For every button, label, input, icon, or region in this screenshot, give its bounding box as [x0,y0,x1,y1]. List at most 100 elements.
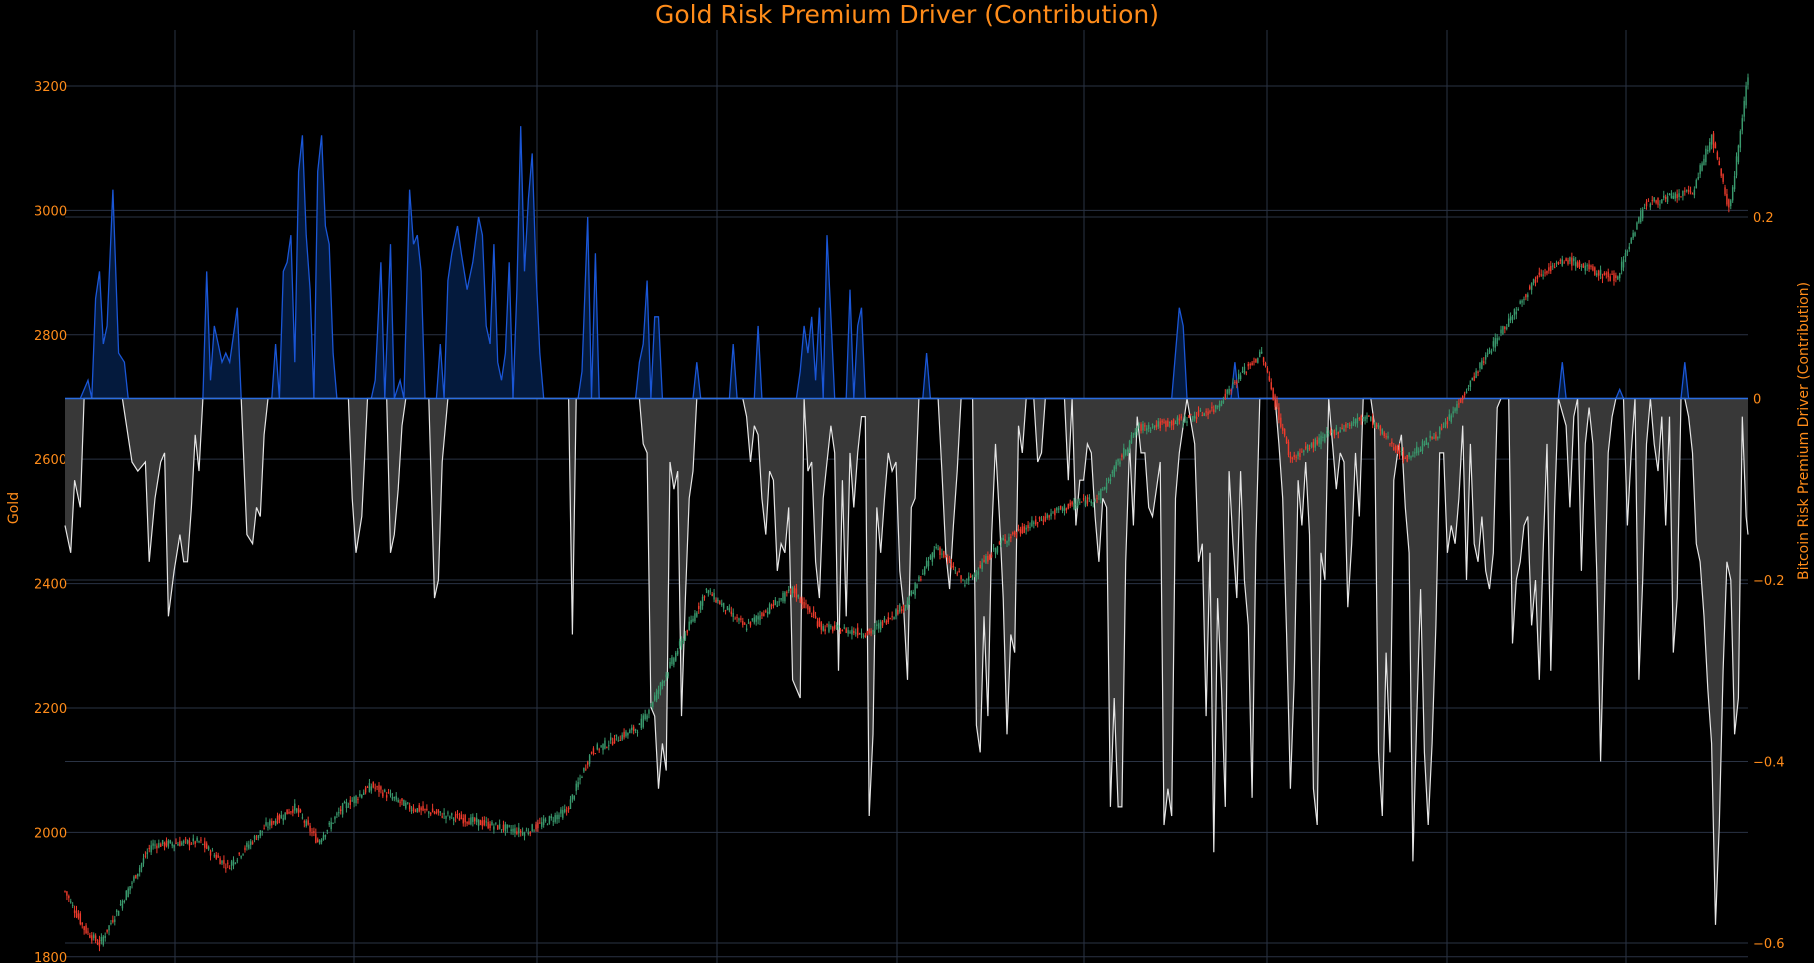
candle-body [91,935,93,941]
candle-body [1743,100,1745,117]
candle-body [1255,358,1257,363]
candle-body [839,632,842,634]
candle-body [797,594,800,597]
candle-body [479,820,482,826]
negative-area-fill [65,398,1748,925]
candle-body [1400,450,1403,452]
candle-body [1446,420,1449,425]
candle-body [1180,416,1182,419]
candle-body [70,901,72,903]
candle-body [906,600,909,608]
candle-body [1121,455,1123,457]
candle-body [1144,425,1146,427]
candle-body [184,838,187,840]
candle-body [791,586,794,594]
candle-body [1506,327,1508,329]
candle-body [1015,534,1018,536]
candle-body [1230,389,1232,392]
candle-body [1588,264,1590,270]
candle-body [1220,401,1223,407]
candle-body [640,718,643,729]
candle-body [916,584,918,589]
candle-body [1615,275,1617,279]
candle-body [858,633,861,635]
candle-body [814,616,817,619]
candle-body [362,792,365,795]
candle-body [615,734,618,737]
candle-body [186,839,189,844]
candle-body [878,623,880,629]
candle-body [418,805,420,812]
candle-body [1324,434,1326,442]
candle-body [1090,501,1092,504]
candle-body [1264,362,1267,366]
candle-body [137,873,139,877]
candle-body [299,809,302,812]
candle-body [1620,261,1623,271]
candle-body [114,919,116,922]
candle-body [1345,424,1347,428]
candle-body [452,818,455,821]
candle-body [841,629,844,632]
candle-body [1550,265,1552,272]
candle-body [412,807,415,811]
candle-body [1192,416,1194,421]
candle-body [1282,427,1284,431]
candle-body [801,598,803,605]
candle-body [1417,451,1420,453]
candle-body [462,818,464,824]
right-tick-label: 0.2 [1753,211,1774,226]
candle-body [1065,508,1068,511]
candle-body [1027,525,1029,529]
candle-body [560,809,562,814]
candle-body [989,554,991,560]
candle-body [1358,417,1361,419]
candle-body [221,860,223,864]
candle-body [742,621,744,625]
candle-body [1140,424,1142,431]
candle-body [977,571,980,575]
candle-body [1439,427,1441,435]
candle-body [793,587,796,594]
candle-body [690,619,692,624]
candle-body [1442,426,1445,428]
candle-body [782,592,784,602]
candle-body [625,731,627,737]
candle-body [1456,404,1458,411]
candle-body [1310,443,1313,447]
candle-body [345,802,348,808]
candle-body [1224,393,1227,399]
candle-body [1461,395,1464,400]
candle-body [1471,377,1474,381]
candle-body [537,822,539,829]
candle-body [1519,301,1521,304]
candle-body [347,806,350,808]
candle-body [1138,423,1140,425]
candle-body [699,601,702,610]
candle-body [586,762,589,765]
candle-body [721,603,723,606]
candle-body [606,747,608,749]
candle-body [1125,450,1127,456]
candle-body [1063,505,1066,511]
candle-body [368,783,371,793]
candle-body [309,825,311,832]
chart-title: Gold Risk Premium Driver (Contribution) [655,0,1159,29]
candle-body [780,598,782,600]
candle-body [550,816,553,819]
candle-body [525,830,528,832]
candle-body [1492,341,1495,347]
candle-body [803,601,805,609]
candle-body [1701,163,1703,171]
candle-body [334,816,336,820]
candle-body [747,622,750,624]
candle-body [1226,389,1228,394]
candle-body [778,601,780,603]
candle-body [248,844,250,849]
candle-body [893,617,895,620]
candle-body [1586,265,1588,267]
candle-body [743,623,746,625]
candle-body [1056,507,1058,511]
candle-body [849,631,851,633]
candle-body [1234,381,1236,383]
